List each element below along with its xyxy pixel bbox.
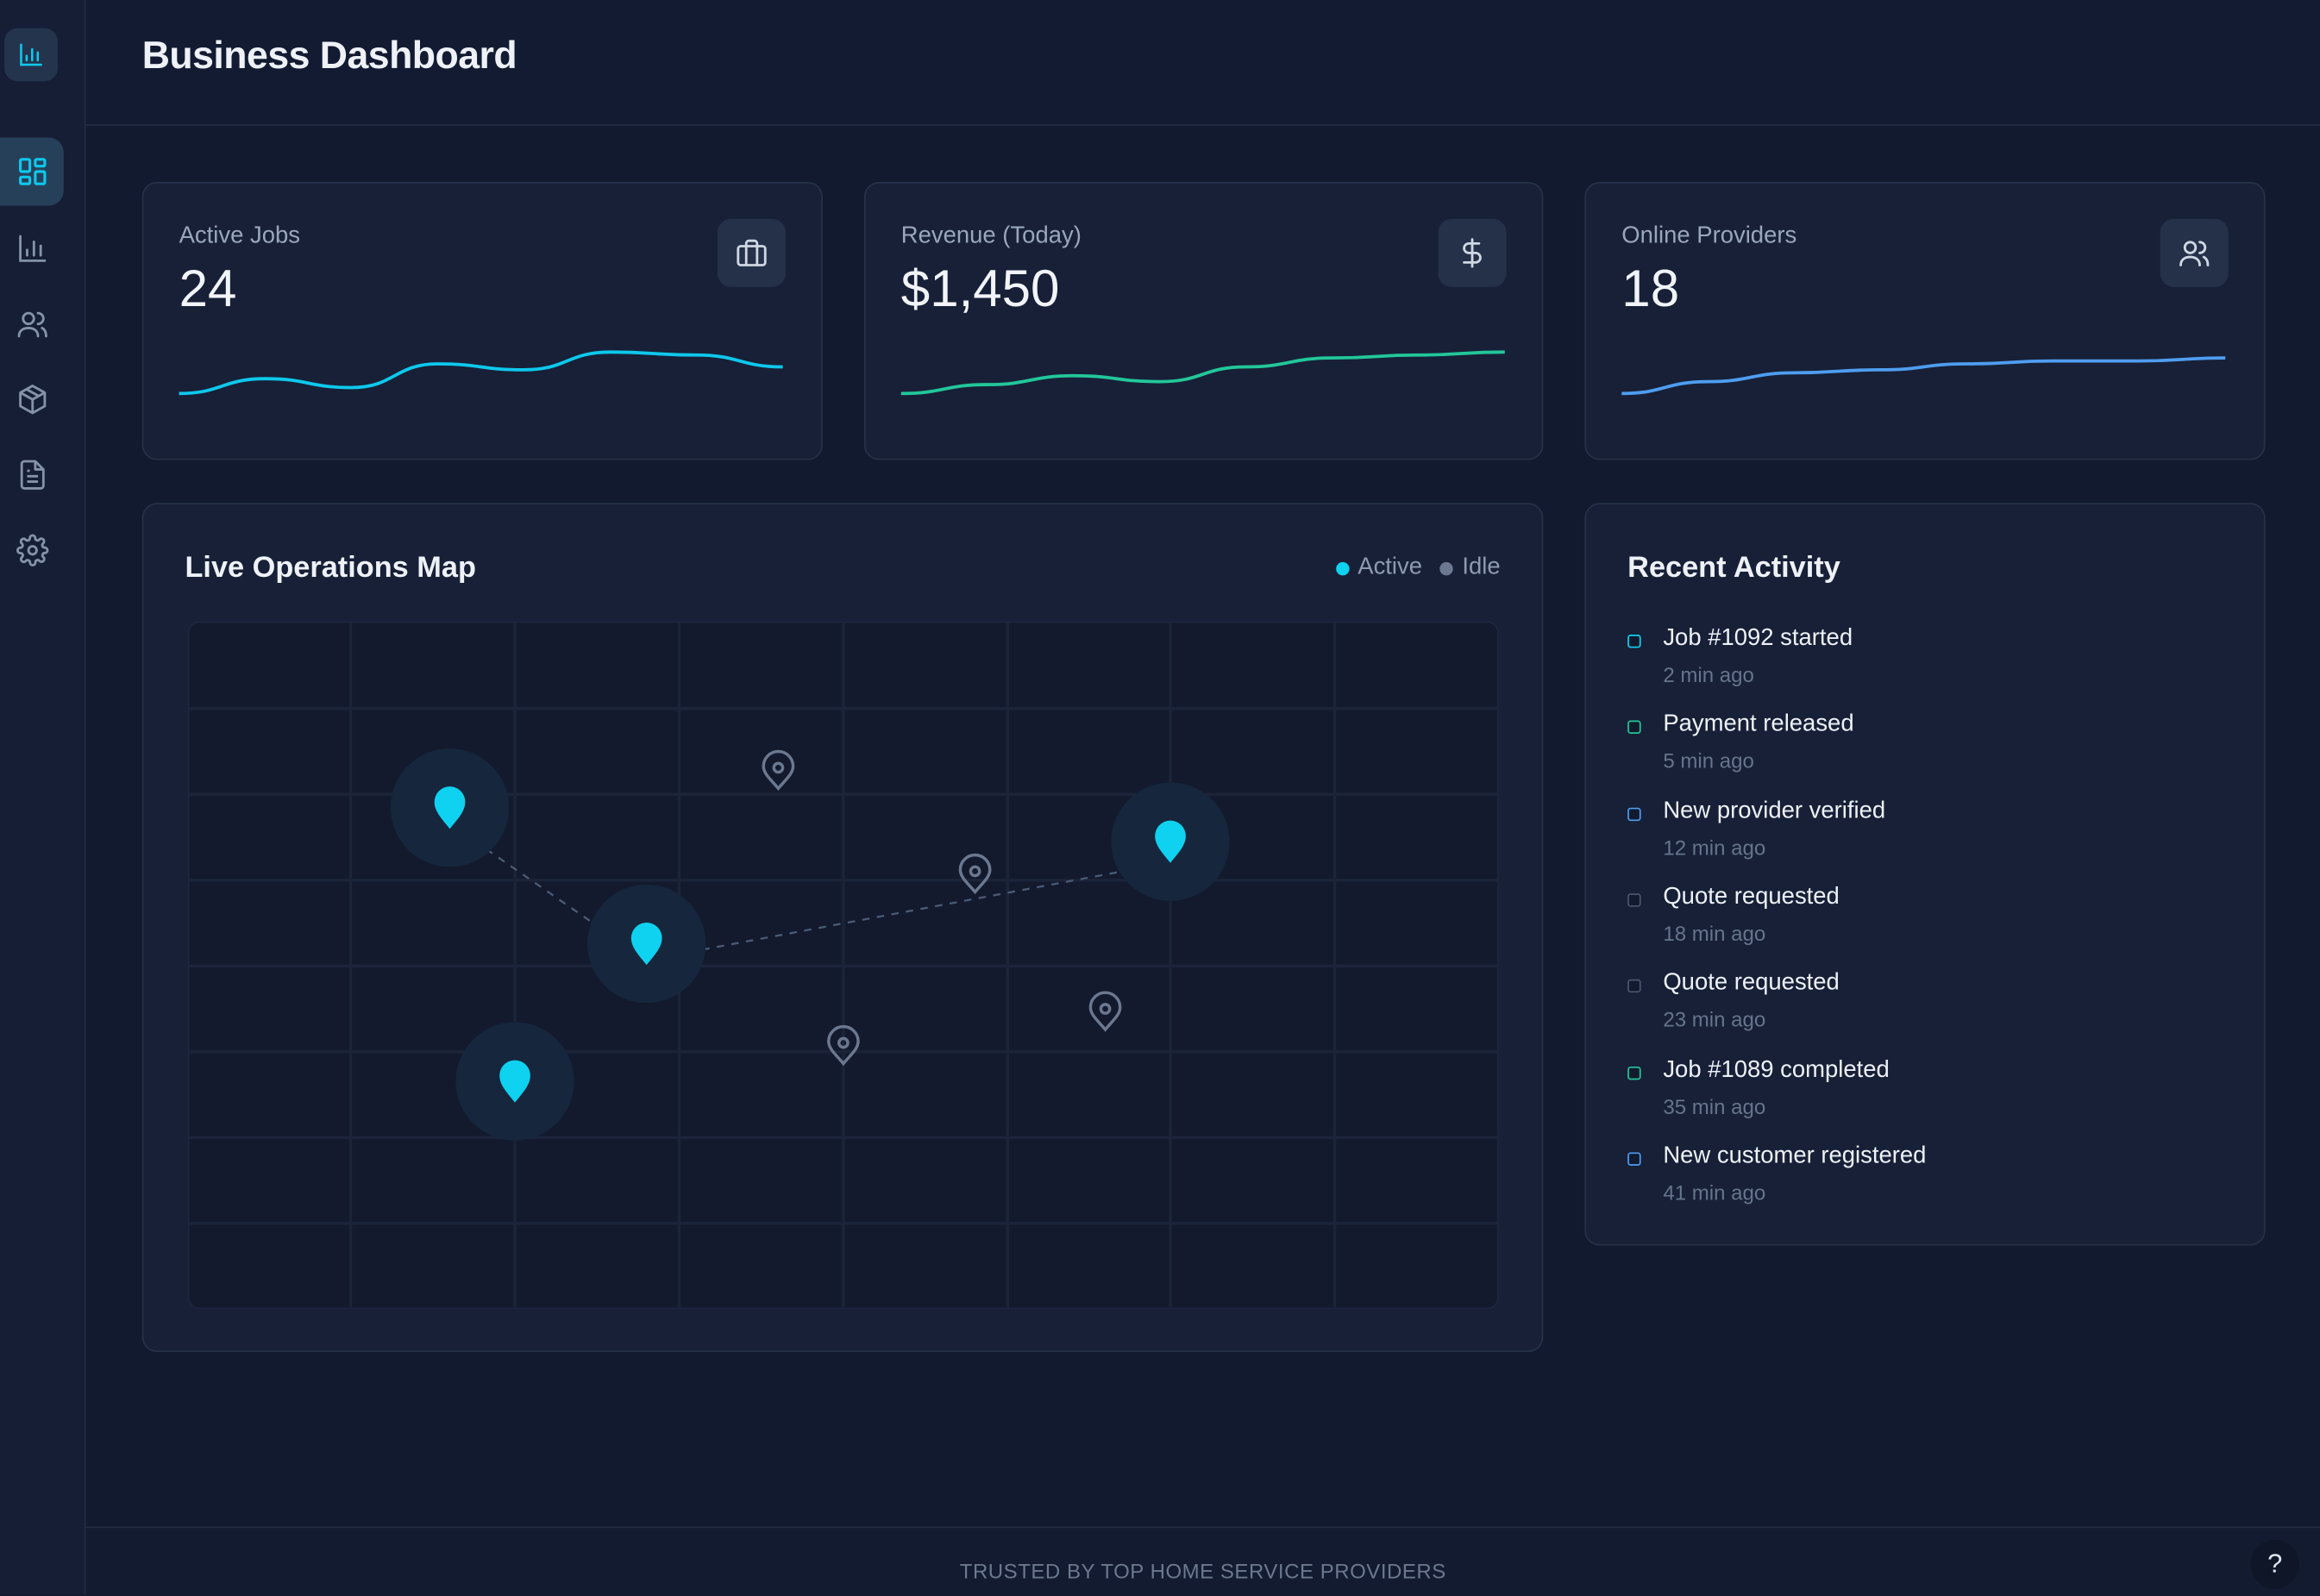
activity-time: 2 min ago xyxy=(1663,662,1754,687)
users-icon xyxy=(16,311,47,338)
active-pin[interactable] xyxy=(1111,782,1230,901)
kpi-value: 18 xyxy=(1621,260,1680,318)
sparkline xyxy=(1621,356,2226,396)
activity-status-icon xyxy=(1627,634,1641,648)
kpi-card-revenue: Revenue (Today) $1,450 xyxy=(863,182,1544,460)
kpi-value: 24 xyxy=(179,260,237,318)
idle-pin-icon[interactable] xyxy=(827,1024,860,1067)
activity-title: Recent Activity xyxy=(1627,551,1840,585)
activity-text: Quote requested xyxy=(1663,970,1840,996)
recent-activity-card: Recent Activity Job #1092 started 2 min … xyxy=(1584,503,2266,1246)
bar-chart-icon xyxy=(18,235,46,262)
kpi-card-online-providers: Online Providers 18 xyxy=(1584,182,2266,460)
sparkline xyxy=(179,350,783,396)
operations-map[interactable] xyxy=(187,621,1499,1310)
map-title: Live Operations Map xyxy=(185,551,476,585)
map-legend: Active Idle xyxy=(1335,554,1501,581)
idle-pin-icon[interactable] xyxy=(1088,991,1122,1032)
active-pin[interactable] xyxy=(390,748,510,867)
dashboard-grid-icon xyxy=(18,158,46,185)
sidebar-item-settings[interactable] xyxy=(0,516,64,585)
activity-text: Job #1089 completed xyxy=(1663,1056,1890,1082)
sidebar-item-products[interactable] xyxy=(0,366,64,434)
document-icon xyxy=(19,460,44,490)
activity-status-icon xyxy=(1627,1066,1641,1080)
sidebar-item-dashboard[interactable] xyxy=(0,137,64,206)
page-title: Business Dashboard xyxy=(141,32,517,78)
briefcase-icon xyxy=(737,239,767,266)
sidebar-item-reports[interactable] xyxy=(0,441,64,509)
help-button[interactable]: ? xyxy=(2250,1539,2300,1589)
active-pin[interactable] xyxy=(587,884,706,1004)
activity-status-icon xyxy=(1627,980,1641,993)
activity-time: 35 min ago xyxy=(1663,1093,1766,1118)
activity-text: Quote requested xyxy=(1663,884,1840,910)
app-logo[interactable] xyxy=(4,28,58,82)
idle-pin-icon[interactable] xyxy=(958,853,992,895)
package-icon xyxy=(18,385,46,415)
activity-status-icon xyxy=(1627,807,1641,821)
activity-time: 18 min ago xyxy=(1663,921,1766,946)
kpi-card-active-jobs: Active Jobs 24 xyxy=(141,182,823,460)
legend-idle-label: Idle xyxy=(1462,554,1501,580)
kpi-icon-button[interactable] xyxy=(1438,218,1507,287)
active-pin[interactable] xyxy=(455,1022,574,1141)
activity-time: 41 min ago xyxy=(1663,1180,1766,1205)
kpi-label: Active Jobs xyxy=(179,223,300,249)
sidebar-item-analytics[interactable] xyxy=(0,215,64,283)
header xyxy=(85,0,2320,126)
activity-status-icon xyxy=(1627,893,1641,907)
map-canvas xyxy=(189,623,1498,1308)
activity-time: 5 min ago xyxy=(1663,748,1754,773)
idle-legend-dot xyxy=(1439,561,1454,575)
sidebar-item-users[interactable] xyxy=(0,290,64,358)
idle-pin-icon[interactable] xyxy=(762,749,795,792)
sparkline-path xyxy=(900,350,1505,396)
activity-text: Job #1092 started xyxy=(1663,625,1853,651)
kpi-label: Revenue (Today) xyxy=(900,223,1082,249)
footer: TRUSTED BY TOP HOME SERVICE PROVIDERS ? xyxy=(85,1526,2320,1596)
kpi-label: Online Providers xyxy=(1621,223,1797,249)
live-operations-map-card: Live Operations Map Active Idle xyxy=(141,503,1544,1353)
sidebar xyxy=(0,0,86,1595)
activity-time: 12 min ago xyxy=(1663,835,1766,860)
kpi-icon-button[interactable] xyxy=(2160,218,2229,287)
kpi-value: $1,450 xyxy=(900,260,1060,318)
activity-text: New customer registered xyxy=(1663,1142,1927,1168)
active-legend-dot xyxy=(1335,561,1349,575)
bar-chart-icon xyxy=(20,43,42,66)
sparkline-path xyxy=(1621,356,2226,396)
activity-text: New provider verified xyxy=(1663,798,1886,823)
dollar-icon xyxy=(1463,238,1482,268)
route-line xyxy=(448,823,1171,961)
users-icon xyxy=(2179,241,2210,266)
settings-gear-icon xyxy=(16,534,48,566)
footer-text: TRUSTED BY TOP HOME SERVICE PROVIDERS xyxy=(959,1559,1446,1583)
activity-status-icon xyxy=(1627,1152,1641,1166)
legend-active-label: Active xyxy=(1358,554,1423,580)
sparkline-path xyxy=(179,350,783,396)
sparkline xyxy=(900,350,1505,396)
map-grid xyxy=(189,623,1498,1308)
kpi-icon-button[interactable] xyxy=(718,218,786,287)
activity-text: Payment released xyxy=(1663,711,1854,737)
activity-status-icon xyxy=(1627,721,1641,735)
activity-time: 23 min ago xyxy=(1663,1007,1766,1032)
